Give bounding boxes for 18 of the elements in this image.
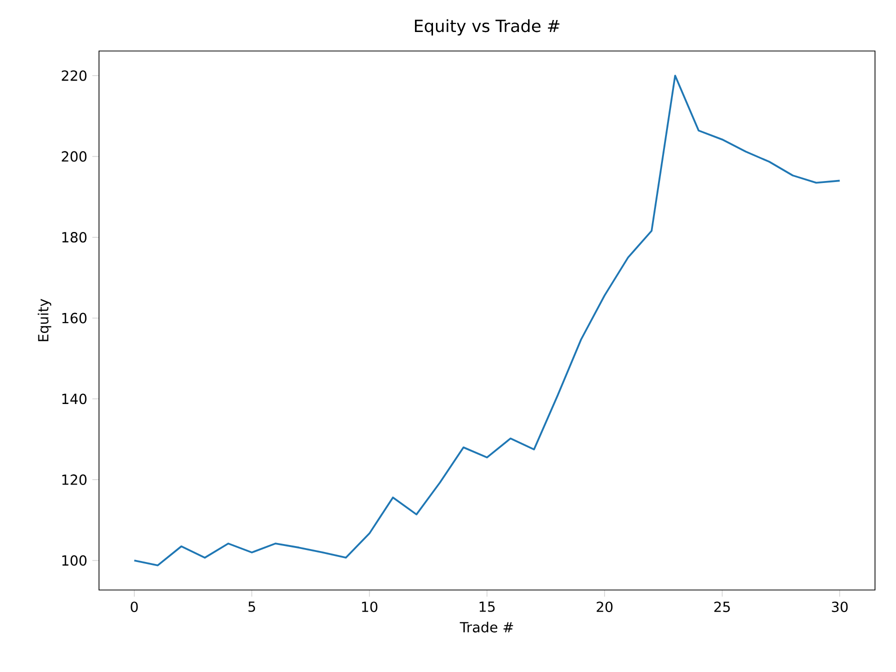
y-tick-label: 200 [62,151,86,162]
x-tick-label: 30 [832,602,848,612]
x-tick-label: 10 [362,602,378,612]
x-axis-title: Trade # [460,622,514,632]
y-tick-label: 140 [62,394,86,404]
y-tick-label: 220 [62,70,86,81]
y-tick-label: 180 [62,232,86,243]
x-tick-label: 5 [248,602,256,612]
y-tick-label: 120 [62,474,86,485]
x-tick-label: 25 [714,602,730,612]
x-tick-label: 15 [480,602,495,612]
line-series [133,74,841,566]
y-tick-label: 160 [62,312,86,324]
y-axis-title: Equity [38,298,52,342]
x-tick-label: 20 [596,602,613,612]
chart-title: Equity vs Trade # [414,19,560,36]
x-tick-label: 0 [130,602,138,612]
y-tick-label: 100 [62,555,86,566]
